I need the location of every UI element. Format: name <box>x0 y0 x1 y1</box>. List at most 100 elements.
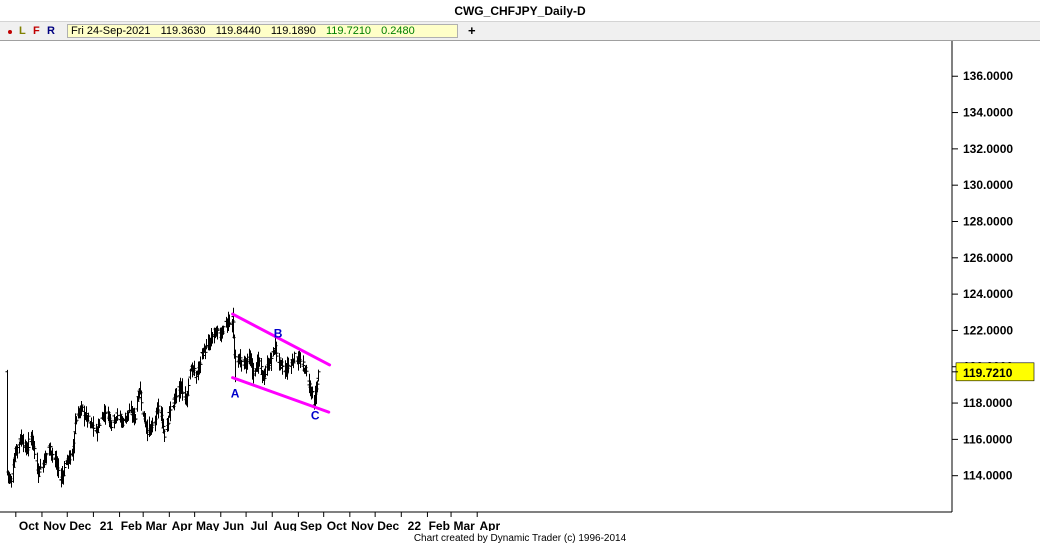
time-tick-label: Aug <box>274 519 297 531</box>
price-bar <box>150 417 155 433</box>
time-tick-label: Sep <box>300 519 322 531</box>
price-bar <box>74 416 79 425</box>
price-bar <box>168 401 173 422</box>
price-tick-label: 128.0000 <box>963 214 1013 228</box>
time-tick-label: Dec <box>377 519 399 531</box>
price-bar <box>86 412 91 422</box>
time-tick-label: Oct <box>19 519 39 531</box>
window-titlebar[interactable]: CWG_CHFJPY_Daily-D <box>0 0 1040 22</box>
time-tick-label: May <box>196 519 220 531</box>
time-tick-label: Dec <box>69 519 91 531</box>
price-tick-label: 136.0000 <box>963 69 1013 83</box>
time-tick-label: Mar <box>453 519 475 531</box>
price-bar <box>139 390 144 411</box>
price-bar <box>315 380 320 393</box>
last-price-label: 119.7210 <box>963 366 1013 380</box>
time-tick-label: Feb <box>429 519 450 531</box>
time-tick-label: Jul <box>250 519 267 531</box>
price-bar <box>133 413 138 424</box>
time-tick-label: 21 <box>100 519 114 531</box>
time-tick-label: Nov <box>351 519 374 531</box>
price-bar <box>238 349 243 368</box>
price-bar <box>316 369 321 382</box>
price-tick-label: 134.0000 <box>963 106 1013 120</box>
price-bar <box>274 341 279 362</box>
price-bar <box>38 458 43 470</box>
price-bar <box>292 351 297 363</box>
price-bar <box>156 398 161 419</box>
price-bar <box>286 357 291 373</box>
price-bar <box>301 359 306 371</box>
price-bar <box>37 470 42 475</box>
price-bar <box>11 458 16 483</box>
price-bar <box>127 403 132 413</box>
price-bar <box>221 325 226 335</box>
quote-change: 0.2480 <box>381 25 415 37</box>
price-bar <box>310 386 315 399</box>
price-bar <box>298 352 303 369</box>
quote-bar: Fri 24-Sep-2021 119.3630 119.8440 119.18… <box>67 24 458 38</box>
price-bar <box>262 368 267 386</box>
price-bar <box>136 390 141 402</box>
quote-close: 119.7210 <box>325 25 372 37</box>
price-bar <box>50 447 55 463</box>
price-bar <box>259 357 264 375</box>
price-bar <box>56 458 61 479</box>
quote-open: 119.3630 <box>160 25 206 37</box>
wave-labels: A B C <box>231 327 320 423</box>
price-tick-label: 126.0000 <box>963 251 1013 265</box>
price-bar <box>32 440 37 460</box>
toolbar-button-l[interactable]: L <box>19 25 26 37</box>
add-symbol-button[interactable]: + <box>468 23 476 38</box>
trendline-lower <box>231 376 331 414</box>
time-tick-label: Nov <box>43 519 66 531</box>
quote-low: 119.1890 <box>270 25 316 37</box>
price-tick-label: 132.0000 <box>963 142 1013 156</box>
price-bar <box>103 405 108 425</box>
chart-toolbar: L F R Fri 24-Sep-2021 119.3630 119.8440 … <box>0 22 1040 41</box>
time-tick-label: Oct <box>327 519 347 531</box>
price-bar <box>72 432 77 454</box>
wave-label-c: C <box>311 408 320 422</box>
toolbar-button-f[interactable]: F <box>33 25 40 37</box>
price-bar <box>280 358 285 375</box>
price-tick-label: 124.0000 <box>963 287 1013 301</box>
wave-label-a: A <box>231 387 240 401</box>
price-bar <box>227 314 232 328</box>
price-bar <box>204 339 209 350</box>
price-bars <box>5 307 321 488</box>
bullet-icon[interactable] <box>6 24 14 38</box>
chart-credit: Chart created by Dynamic Trader (c) 1996… <box>413 533 627 544</box>
price-tick-label: 118.0000 <box>963 396 1013 410</box>
price-chart[interactable]: ABC 114.0000116.0000118.0000120.0000122.… <box>0 41 1040 531</box>
chart-area[interactable]: ABC 114.0000116.0000118.0000120.0000122.… <box>0 41 1040 547</box>
price-tick-label: 122.0000 <box>963 323 1013 337</box>
price-bar <box>126 411 131 421</box>
price-tick-label: 116.0000 <box>963 432 1013 446</box>
wave-label-b: B <box>274 327 283 341</box>
price-bar <box>109 421 114 432</box>
price-tick-label: 130.0000 <box>963 178 1013 192</box>
price-bar <box>91 420 96 431</box>
price-bar <box>108 413 113 429</box>
price-tick-label: 114.0000 <box>963 469 1013 483</box>
trendlines <box>231 312 332 414</box>
price-bar <box>304 364 309 377</box>
price-bar <box>215 327 220 335</box>
price-bar <box>97 419 102 429</box>
price-bar <box>44 452 49 464</box>
quote-high: 119.8440 <box>215 25 261 37</box>
price-bar <box>192 360 197 377</box>
price-bar <box>5 369 10 476</box>
price-bar <box>269 352 274 371</box>
price-bar <box>239 359 244 372</box>
price-bar <box>26 432 31 449</box>
price-bar <box>198 356 203 374</box>
price-bar <box>12 452 17 468</box>
time-axis[interactable]: Oct Nov Dec 21 Feb Mar Apr May Jun Jul Aug Sep Oct No… <box>0 511 952 531</box>
price-bar <box>186 378 191 396</box>
price-axis[interactable]: 114.0000116.0000118.0000120.0000122.0000… <box>951 41 1035 512</box>
toolbar-button-r[interactable]: R <box>47 25 55 37</box>
trendline-upper <box>231 312 332 367</box>
